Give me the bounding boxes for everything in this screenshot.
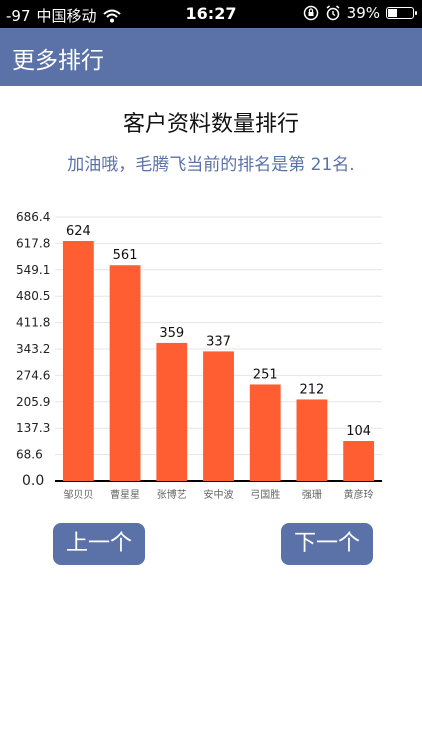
bar (249, 384, 281, 481)
bar-chart: 686.4 617.8 549.1 480.5 411.8 343.2 274.6 205.9… (16, 210, 382, 501)
rotation-lock-icon (303, 5, 318, 21)
bar-value-label: 624 (66, 224, 91, 239)
nav-title: 更多排行 (12, 48, 104, 74)
x-category-label: 邹贝贝 (63, 488, 93, 501)
x-category-label: 张博艺 (157, 488, 187, 501)
y-tick-label: 343.2 (16, 342, 50, 356)
status-left: -97 中国移动 (6, 5, 121, 26)
bar (156, 342, 188, 481)
previous-button[interactable]: 上一个 (53, 523, 145, 565)
next-button[interactable]: 下一个 (281, 523, 373, 565)
battery-percent: 39% (346, 4, 380, 22)
y-tick-label: 137.3 (16, 421, 50, 435)
y-tick-label: 480.5 (16, 289, 50, 303)
x-category-label: 安中波 (204, 488, 234, 501)
bar-value-label: 104 (346, 424, 371, 439)
bar-value-label: 561 (113, 248, 138, 263)
y-tick-label: 549.1 (16, 263, 50, 277)
alarm-clock-icon (326, 5, 340, 21)
signal-strength: -97 (6, 6, 31, 25)
status-bar: -97 中国移动 16:27 39% (0, 0, 422, 28)
bar-value-label: 337 (206, 334, 231, 349)
bar (343, 441, 375, 481)
x-category-label: 黄彦玲 (344, 488, 374, 501)
bar-value-label: 359 (159, 326, 184, 341)
bar-value-label: 212 (300, 382, 325, 397)
bar (296, 399, 328, 481)
battery-icon (386, 7, 417, 19)
x-category-label: 曹星星 (110, 488, 140, 501)
bar-value-label: 251 (253, 367, 278, 382)
bar (203, 351, 234, 481)
carrier-name: 中国移动 (36, 7, 97, 25)
y-tick-label: 0.0 (22, 473, 44, 489)
x-category-label: 强珊 (302, 489, 322, 501)
bar (109, 265, 141, 481)
page-title: 客户资料数量排行 (122, 112, 299, 137)
wifi-icon (102, 9, 121, 22)
bar (62, 241, 94, 481)
rank-message: 加油哦，毛腾飞当前的排名是第 21名. (67, 155, 355, 175)
y-tick-label: 411.8 (16, 316, 50, 330)
status-time: 16:27 (185, 4, 237, 23)
battery-fill (388, 9, 397, 17)
y-tick-label: 617.8 (16, 236, 50, 250)
y-tick-label: 68.6 (16, 448, 43, 462)
status-right: 39% (303, 4, 417, 22)
y-tick-label: 686.4 (16, 210, 50, 224)
y-tick-label: 205.9 (16, 395, 50, 409)
x-category-label: 弓国胜 (250, 489, 280, 501)
y-tick-label: 274.6 (16, 368, 50, 382)
nav-bar: 更多排行 (0, 28, 422, 86)
